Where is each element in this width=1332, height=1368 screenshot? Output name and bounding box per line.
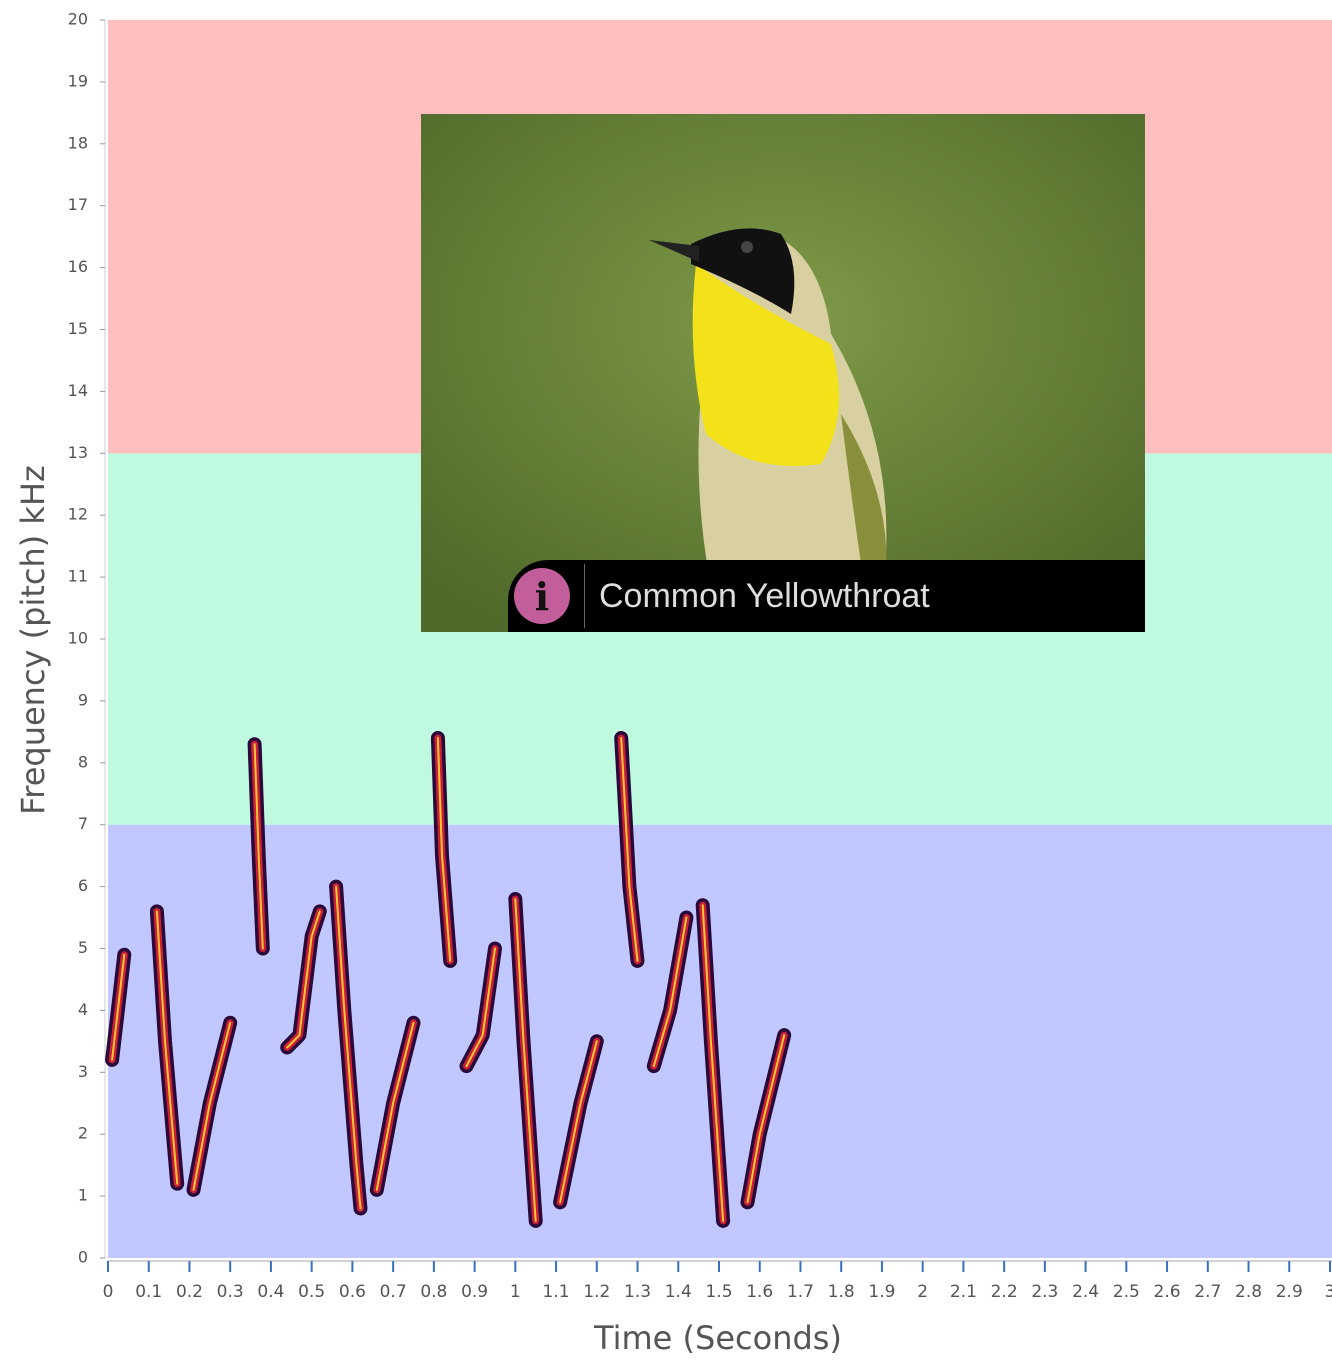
x-tick-label: 0.2	[176, 1282, 203, 1302]
x-tick-label: 0.1	[135, 1282, 162, 1302]
y-tick-label: 11	[68, 567, 88, 586]
x-tick-label: 0.3	[217, 1282, 244, 1302]
trace-core	[111, 737, 786, 1222]
y-tick-label: 7	[78, 814, 88, 833]
y-tick-label: 20	[68, 10, 88, 29]
x-tick-label: 2.9	[1276, 1282, 1303, 1302]
y-tick-label: 10	[68, 629, 88, 648]
x-tick-label: 1.9	[868, 1282, 895, 1302]
x-tick-label: 0.5	[298, 1282, 325, 1302]
x-tick-label: 0.9	[461, 1282, 488, 1302]
separator	[584, 564, 585, 628]
y-tick-label: 17	[68, 195, 88, 214]
info-icon[interactable]: i	[514, 568, 570, 624]
y-tick-label: 15	[68, 319, 88, 338]
x-tick-label: 0	[103, 1282, 114, 1302]
y-tick-label: 18	[68, 133, 88, 152]
x-tick-label: 2	[917, 1282, 928, 1302]
x-tick-label: 0.7	[380, 1282, 407, 1302]
y-tick-label: 3	[78, 1062, 88, 1081]
x-tick-label: 1.7	[787, 1282, 814, 1302]
y-tick-label: 12	[68, 505, 88, 524]
x-tick-label: 2.2	[991, 1282, 1018, 1302]
y-tick-label: 2	[78, 1124, 88, 1143]
x-tick-label: 1.6	[746, 1282, 773, 1302]
x-tick-label: 2.1	[950, 1282, 977, 1302]
y-tick-label: 13	[68, 443, 88, 462]
x-tick-label: 1.3	[624, 1282, 651, 1302]
y-tick-label: 4	[78, 1000, 88, 1019]
caption-bar: i Common Yellowthroat	[508, 560, 1145, 632]
x-tick-label: 1.2	[583, 1282, 610, 1302]
x-axis-title: Time (Seconds)	[593, 1319, 842, 1357]
x-tick-label: 1.4	[665, 1282, 692, 1302]
x-tick-label: 2.6	[1154, 1282, 1181, 1302]
y-tick-label: 1	[78, 1186, 88, 1205]
x-tick-label: 0.4	[257, 1282, 284, 1302]
y-tick-label: 19	[68, 71, 88, 90]
x-tick-label: 3	[1325, 1282, 1332, 1302]
x-tick-label: 0.8	[420, 1282, 447, 1302]
photo-image	[421, 114, 1145, 632]
y-tick-label: 9	[78, 690, 88, 709]
x-tick-label: 2.8	[1235, 1282, 1262, 1302]
y-tick-label: 16	[68, 257, 88, 276]
y-tick-label: 5	[78, 938, 88, 957]
y-tick-label: 0	[78, 1248, 88, 1267]
x-tick-label: 0.6	[339, 1282, 366, 1302]
x-tick-label: 1	[510, 1282, 521, 1302]
caption-text: Common Yellowthroat	[599, 576, 930, 615]
y-tick-label: 6	[78, 876, 88, 895]
y-axis-title: Frequency (pitch) kHz	[14, 465, 52, 815]
x-tick-label: 2.5	[1113, 1282, 1140, 1302]
x-tick-label: 1.5	[705, 1282, 732, 1302]
y-tick-label: 8	[78, 752, 88, 771]
x-tick-label: 2.3	[1031, 1282, 1058, 1302]
x-tick-label: 1.8	[828, 1282, 855, 1302]
x-tick-label: 2.7	[1194, 1282, 1221, 1302]
bird-photo: i Common Yellowthroat	[421, 114, 1145, 632]
y-tick-label: 14	[68, 381, 88, 400]
x-tick-label: 1.1	[543, 1282, 570, 1302]
x-tick-label: 2.4	[1072, 1282, 1099, 1302]
